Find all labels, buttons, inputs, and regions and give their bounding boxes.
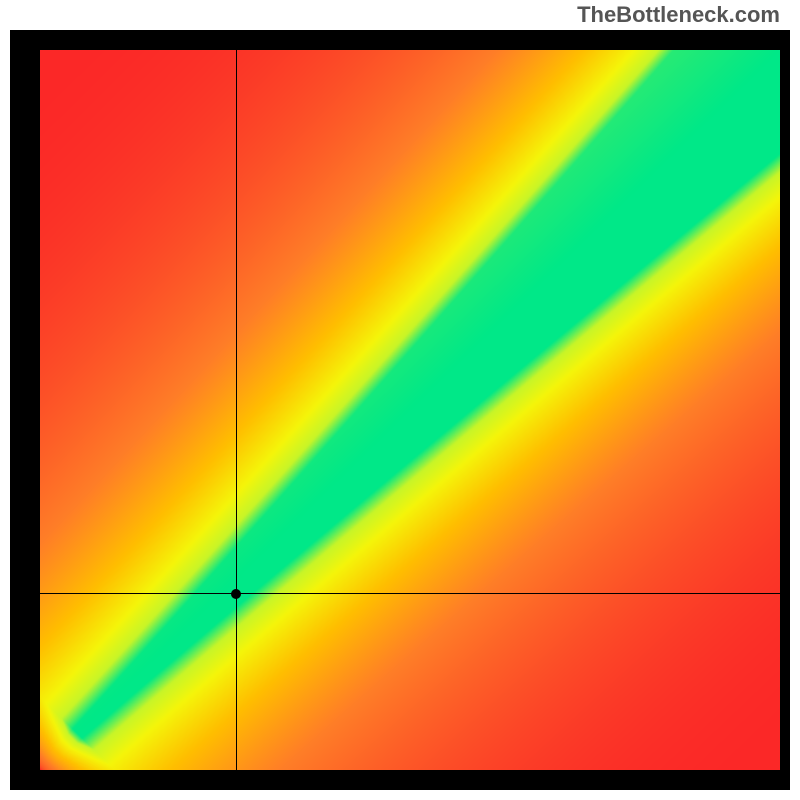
outer-frame [10, 30, 790, 790]
crosshair-dot [231, 589, 241, 599]
crosshair-horizontal [40, 593, 780, 594]
plot-area [40, 50, 780, 770]
crosshair-vertical [236, 50, 237, 770]
bottleneck-heatmap [40, 50, 780, 770]
watermark-text: TheBottleneck.com [577, 2, 780, 28]
